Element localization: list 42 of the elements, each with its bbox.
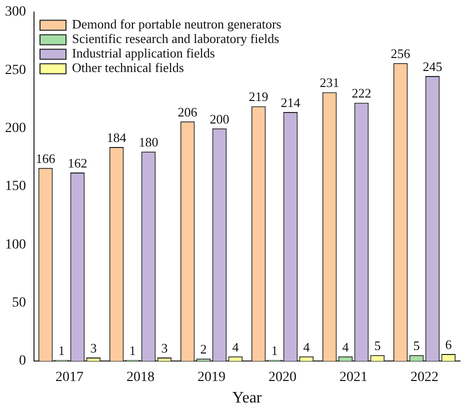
data-label: 6 [445,336,452,352]
x-tick-label: 2020 [268,370,296,386]
data-label: 4 [342,339,350,354]
legend-label: Scientific research and laboratory fields [72,31,280,46]
legend-label: Industrial application fields [72,46,215,61]
data-label: 1 [271,342,278,358]
y-tick-label: 200 [5,121,26,136]
y-tick-label: 300 [5,4,26,20]
data-label: 4 [303,339,310,354]
data-label: 219 [248,89,268,104]
data-label: 231 [320,75,340,90]
y-tick-label: 150 [5,179,26,194]
x-tick-label: 2021 [340,370,368,386]
data-label: 184 [106,130,127,145]
x-tick-label: 2019 [198,370,226,386]
data-label: 3 [90,340,97,356]
data-label: 162 [68,155,88,170]
data-label: 180 [138,134,158,150]
data-label: 200 [210,111,230,126]
data-label: 245 [422,58,442,74]
legend-label: Demond for portable neutron generators [72,16,282,32]
y-tick-label: 100 [5,237,26,252]
y-tick-label: 0 [19,354,26,369]
data-label: 5 [413,338,420,354]
x-tick-label: 2022 [410,370,438,386]
x-tick-label: 2017 [56,370,84,386]
data-label: 4 [232,339,240,354]
data-label: 206 [178,104,198,120]
legend-label: Other technical fields [72,60,184,76]
y-tick-label: 250 [5,62,26,78]
x-tick-label: 2018 [126,370,154,386]
data-label: 3 [161,340,168,356]
data-label: 2 [200,342,207,357]
data-label: 214 [280,94,301,110]
data-label: 256 [390,46,411,62]
data-label: 222 [352,86,372,101]
data-label: 1 [58,342,65,358]
data-label: 1 [129,342,136,358]
y-tick-label: 50 [12,296,26,311]
data-label: 166 [36,150,56,166]
data-label: 5 [374,338,381,354]
x-axis-title: Year [232,390,262,407]
